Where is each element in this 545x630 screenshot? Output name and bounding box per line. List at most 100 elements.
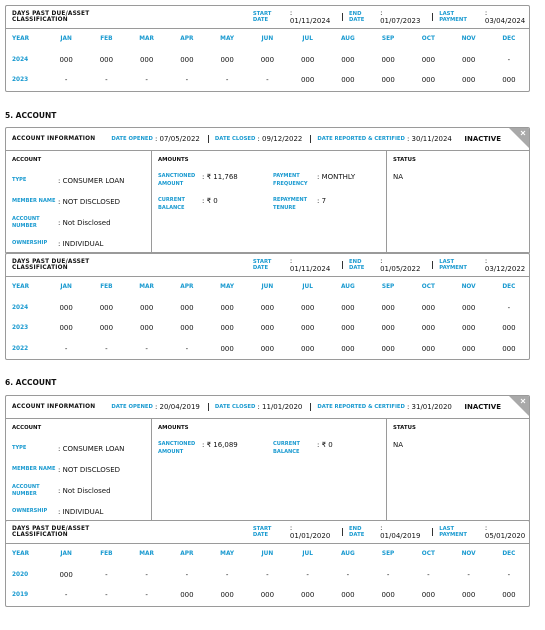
column-header: MAY	[220, 551, 235, 558]
dpd-row: 2023 000 000 000 000 000 000 000 000 000 000 000 000	[6, 318, 529, 339]
last-payment-label: LAST PAYMENT	[439, 259, 467, 271]
dpd-value: 000	[421, 76, 436, 85]
column-heading: STATUS	[393, 157, 416, 163]
year: 2023	[12, 325, 29, 332]
column-header: JUN	[261, 284, 274, 291]
dpd-value: -	[507, 55, 511, 64]
last-payment-value: : 05/01/2020	[484, 524, 526, 540]
dpd-value: 000	[461, 55, 476, 64]
dpd-value: -	[225, 76, 229, 85]
field: ACCOUNT NUMBER: Not Disclosed	[12, 215, 145, 231]
column-header: YEAR	[12, 36, 30, 43]
field: TYPE : CONSUMER LOAN	[12, 441, 145, 457]
dpd-value: 000	[502, 324, 516, 333]
status-column: STATUS NA	[386, 419, 529, 520]
dpd-value: 000	[99, 55, 114, 64]
last-payment-label: LAST PAYMENT	[439, 11, 467, 23]
dpd-value: 000	[220, 344, 234, 353]
column-header: AUG	[340, 284, 355, 291]
dpd-value: -	[105, 570, 108, 579]
end-date-label: END DATE	[349, 526, 365, 538]
dpd-value: -	[105, 76, 108, 85]
field-label: ACCOUNT NUMBER	[12, 215, 40, 230]
dpd-value: -	[145, 76, 148, 85]
column-header: OCT	[421, 551, 435, 558]
amounts-grid: SANCTIONED AMOUNT: ₹ 16,089 CURRENT BALAN…	[158, 441, 380, 457]
date-reported-value: : 31/01/2020	[406, 403, 452, 411]
field-label: MEMBER NAME	[12, 198, 56, 205]
dpd-header: DAYS PAST DUE/ASSET CLASSIFICATION START …	[6, 521, 529, 544]
dpd-value: -	[145, 591, 148, 600]
dpd-value: -	[185, 344, 189, 353]
account-info: ACCOUNT INFORMATION DATE OPENED: 20/04/20…	[5, 395, 530, 522]
dpd-row: 2024 000 000 000 000 000 000 000 000 000 000 000 -	[6, 50, 529, 71]
dpd-value: 000	[180, 591, 194, 600]
dpd-value: 000	[260, 55, 275, 64]
dpd-value: 000	[341, 591, 355, 600]
dpd-value: -	[467, 570, 470, 579]
dpd-header: DAYS PAST DUE/ASSET CLASSIFICATION START …	[6, 254, 529, 277]
start-date-value: : 01/01/2020	[289, 524, 331, 540]
column-header: DEC	[502, 284, 516, 291]
dpd-value: 000	[260, 591, 275, 600]
amount-value: : 7	[317, 197, 327, 205]
dpd-value: 000	[139, 303, 154, 312]
dpd-value: 000	[421, 591, 436, 600]
details: ACCOUNT TYPE: CONSUMER LOAN MEMBER NAME: N…	[6, 151, 529, 253]
field-label: TYPE	[12, 445, 27, 452]
date-closed-label: DATE CLOSED	[214, 136, 256, 142]
dpd-value: 000	[59, 324, 73, 333]
dpd-row: 2022 - - - - 000 000 000 000 000 000 000 000	[6, 339, 529, 360]
dpd-value: 000	[260, 303, 275, 312]
dpd-value: 000	[99, 324, 114, 333]
field-label: TYPE	[12, 177, 27, 184]
column-header: JUN	[261, 551, 274, 558]
dpd-value: 000	[180, 55, 194, 64]
separator	[432, 13, 434, 21]
field-value: : CONSUMER LOAN	[58, 445, 125, 453]
column-header: JAN	[60, 551, 72, 558]
month-header: YEAR JAN FEB MAR APR MAY JUN JUL AUG SEP OCT NOV DEC	[6, 29, 529, 50]
year: 2024	[12, 304, 29, 311]
dpd-value: 000	[461, 303, 476, 312]
dpd-value: 000	[300, 76, 315, 85]
separator	[342, 528, 344, 536]
dpd-value: -	[145, 570, 148, 579]
field-value: : Not Disclosed	[58, 487, 111, 495]
dpd-value: 000	[99, 303, 114, 312]
separator	[432, 528, 434, 536]
amount-label: SANCTIONED AMOUNT	[158, 173, 196, 187]
column-header: AUG	[340, 551, 355, 558]
field-label: OWNERSHIP	[12, 240, 48, 247]
end-date-value: : 01/04/2019	[380, 524, 421, 540]
dpd-value: -	[266, 76, 269, 85]
dpd-table: YEAR JAN FEB MAR APR MAY JUN JUL AUG SEP OCT NOV DEC…	[6, 277, 529, 359]
column-header: SEP	[381, 284, 395, 291]
column-heading: ACCOUNT	[12, 157, 42, 163]
dpd-value: 000	[341, 76, 355, 85]
dpd-value: -	[507, 303, 511, 312]
month-header: YEAR JAN FEB MAR APR MAY JUN JUL AUG SEP OCT NOV DEC	[6, 544, 529, 565]
year: 2019	[12, 592, 29, 599]
date-opened-label: DATE OPENED	[111, 404, 153, 410]
dpd-value: 000	[220, 55, 234, 64]
dpd-value: -	[427, 570, 430, 579]
date-opened-label: DATE OPENED	[111, 136, 153, 142]
year: 2022	[12, 345, 29, 352]
date-closed-label: DATE CLOSED	[214, 404, 256, 410]
column-heading: STATUS	[393, 425, 416, 431]
column-header: JUL	[302, 284, 313, 291]
dpd-value: 000	[300, 55, 315, 64]
column-header: OCT	[421, 284, 435, 291]
dpd-value: 000	[341, 303, 355, 312]
dpd-value: -	[225, 570, 229, 579]
dpd-row: 2023 - - - - - - 000 000 000 000 000 000	[6, 70, 529, 91]
column-header: MAY	[220, 36, 235, 43]
field: TYPE: CONSUMER LOAN	[12, 173, 145, 189]
dpd-value: 000	[461, 344, 476, 353]
column-header: DEC	[502, 551, 516, 558]
amount-label: PAYMENT FREQUENCY	[273, 173, 308, 187]
dpd-value: -	[105, 344, 108, 353]
column-header: FEB	[100, 551, 113, 558]
column-header: JAN	[60, 284, 72, 291]
